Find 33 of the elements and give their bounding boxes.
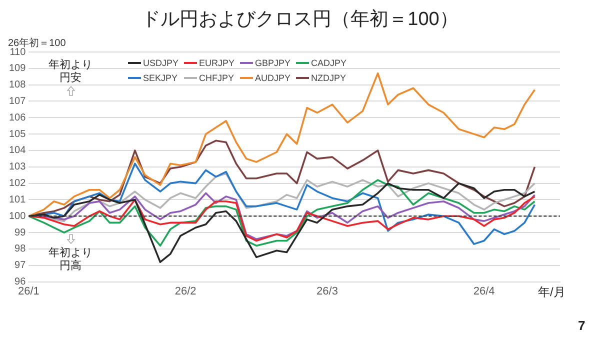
text: 7: [578, 318, 586, 333]
x-axis-title: 年/月: [538, 284, 566, 301]
y-tick-label: 100: [8, 210, 26, 222]
x-tick-label: 26/2: [174, 285, 196, 298]
annotation: 年初より円高: [48, 247, 94, 274]
chart-title: ドル円およびクロス円（年初＝100）: [140, 8, 460, 32]
legend-label: EURJPY: [199, 58, 235, 68]
y-tick-label: 104: [8, 145, 26, 156]
legend-label: CHFJPY: [199, 73, 234, 83]
annotation: 年初より円安: [48, 58, 94, 85]
y-tick-label: 105: [8, 128, 26, 140]
y-tick-label: 108: [8, 80, 26, 91]
x-tick-label: 26/4: [473, 285, 495, 298]
y-tick-label: 99: [14, 227, 26, 238]
y-tick-label: 106: [8, 112, 26, 124]
x-tick-label: 26/1: [18, 285, 40, 298]
legend-label: NZDJPY: [311, 73, 346, 83]
legend-label: CADJPY: [311, 58, 347, 68]
legend-label: AUDJPY: [255, 73, 291, 83]
y-tick-label: 102: [8, 178, 26, 190]
y-tick-label: 96: [14, 276, 26, 288]
y-tick-label: 107: [8, 96, 26, 107]
y-tick-label: 101: [8, 194, 26, 206]
legend-label: GBPJPY: [255, 58, 291, 68]
y-tick-label: 103: [8, 162, 26, 173]
y-tick-label: 97: [14, 260, 26, 272]
y-tick-label: 98: [14, 244, 26, 255]
y-tick-label: 110: [10, 46, 26, 58]
x-tick-label: 26/3: [316, 285, 338, 298]
legend-label: USDJPY: [143, 58, 179, 68]
y-axis-title: 26年初＝100: [8, 36, 66, 49]
legend-label: SEKJPY: [143, 73, 178, 83]
y-tick-label: 109: [8, 63, 26, 74]
